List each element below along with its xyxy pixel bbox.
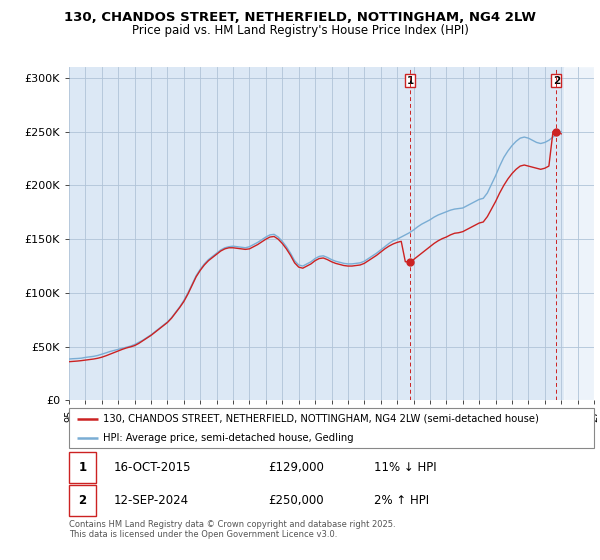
Text: 2: 2: [553, 76, 560, 86]
Bar: [69, 452, 96, 483]
Text: 16-OCT-2015: 16-OCT-2015: [113, 461, 191, 474]
Text: 12-SEP-2024: 12-SEP-2024: [113, 494, 189, 507]
Text: Price paid vs. HM Land Registry's House Price Index (HPI): Price paid vs. HM Land Registry's House …: [131, 24, 469, 36]
Text: £250,000: £250,000: [269, 494, 324, 507]
Text: Contains HM Land Registry data © Crown copyright and database right 2025.
This d: Contains HM Land Registry data © Crown c…: [69, 520, 395, 539]
Text: 1: 1: [407, 76, 414, 86]
Text: £129,000: £129,000: [269, 461, 325, 474]
Bar: [69, 484, 96, 516]
Text: 11% ↓ HPI: 11% ↓ HPI: [373, 461, 436, 474]
Text: 130, CHANDOS STREET, NETHERFIELD, NOTTINGHAM, NG4 2LW: 130, CHANDOS STREET, NETHERFIELD, NOTTIN…: [64, 11, 536, 24]
Text: 130, CHANDOS STREET, NETHERFIELD, NOTTINGHAM, NG4 2LW (semi-detached house): 130, CHANDOS STREET, NETHERFIELD, NOTTIN…: [103, 414, 539, 424]
Text: 2: 2: [79, 494, 87, 507]
Text: 1: 1: [79, 461, 87, 474]
Text: 2% ↑ HPI: 2% ↑ HPI: [373, 494, 428, 507]
Text: HPI: Average price, semi-detached house, Gedling: HPI: Average price, semi-detached house,…: [103, 433, 354, 443]
